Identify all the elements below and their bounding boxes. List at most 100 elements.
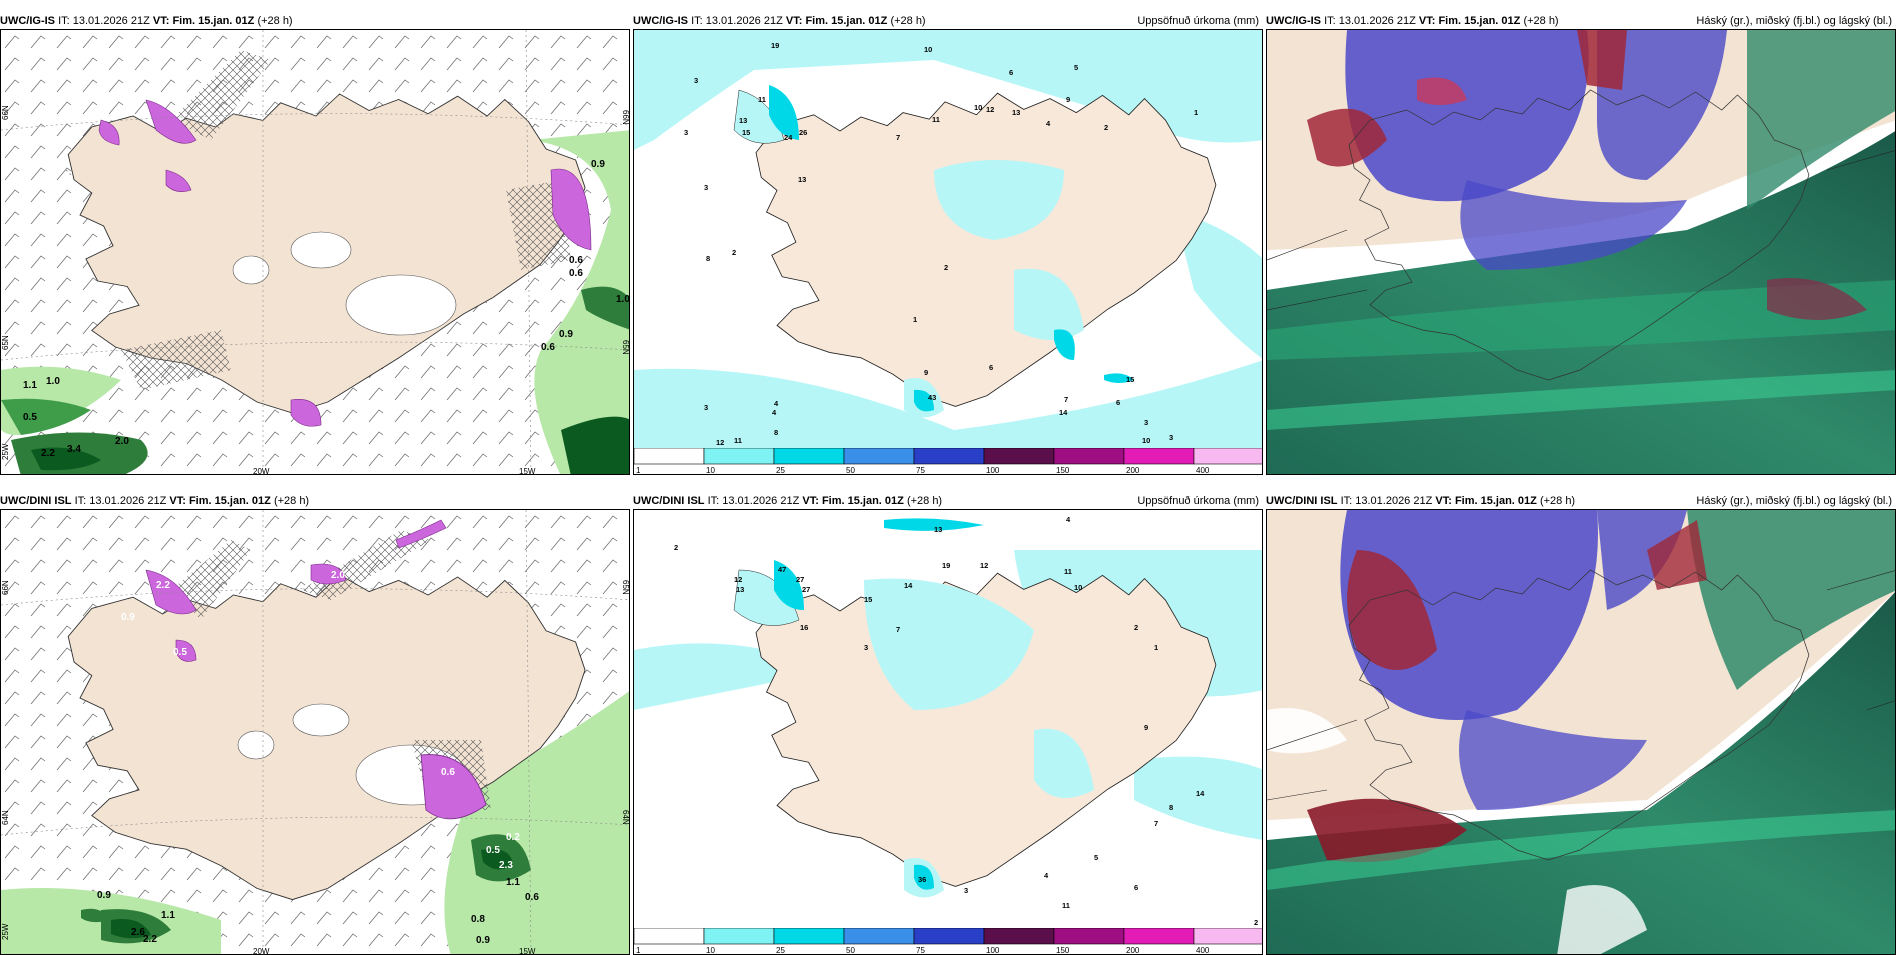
value-label: 0.9 [121, 612, 135, 623]
colorbar-segment [634, 448, 705, 465]
vt-label: VT: [802, 495, 819, 507]
vt-label: VT: [169, 495, 186, 507]
value-label: 0.2 [506, 832, 520, 843]
low-cloud-area [1577, 30, 1627, 90]
svg-text:26: 26 [799, 128, 807, 137]
low-cloud-area [1647, 520, 1707, 590]
colorbar-segment [1123, 448, 1195, 465]
colorbar-segment [1053, 928, 1125, 945]
svg-text:14: 14 [904, 581, 913, 590]
panel-bottom-middle: UWC/DINI ISL IT: 13.01.2026 21Z VT: Fim.… [633, 494, 1263, 955]
svg-text:13: 13 [934, 525, 942, 534]
low-cloud-area [1347, 550, 1437, 670]
low-cloud-area [1767, 278, 1867, 320]
mid-cloud-area [1459, 710, 1647, 810]
map-title: Háský (gr.), miðský (fj.bl.) og lágský (… [1696, 15, 1892, 27]
svg-text:3: 3 [964, 886, 968, 895]
precip-area [634, 30, 1262, 150]
colorbar-tick-label: 10 [706, 466, 715, 474]
colorbar-segment [983, 928, 1055, 945]
svg-text:16: 16 [800, 623, 808, 632]
colorbar-tick-label: 150 [1056, 466, 1070, 474]
precip-area [733, 89, 785, 144]
value-label: 2.2 [156, 580, 170, 591]
snow-area [165, 169, 192, 192]
high-cloud-band [1267, 280, 1895, 360]
map-title: Háský (gr.), miðský (fj.bl.) og lágský (… [1696, 495, 1892, 507]
svg-text:27: 27 [802, 585, 810, 594]
low-cloud-area [1417, 77, 1467, 105]
svg-text:3: 3 [704, 183, 708, 192]
value-label: 1.1 [23, 380, 37, 391]
svg-text:4: 4 [1046, 119, 1051, 128]
lon-label: 25W [1, 923, 10, 940]
panel-header: UWC/DINI ISL IT: 13.01.2026 21Z VT: Fim.… [1266, 494, 1896, 508]
lon-label: 15W [519, 947, 536, 955]
vt-value: Fim. 15.jan. 01Z [821, 495, 904, 507]
colorbar-tick-label: 50 [846, 466, 855, 474]
panel-header: UWC/DINI ISL IT: 13.01.2026 21Z VT: Fim.… [0, 494, 630, 508]
svg-text:11: 11 [734, 436, 742, 445]
snow-area [145, 569, 197, 615]
colorbar-tick-label: 1 [636, 946, 641, 954]
it-label: IT: [707, 495, 720, 507]
precip-area-heavy [914, 389, 934, 412]
precip-area-heavy [769, 85, 799, 140]
wind-area-s-dark [31, 447, 101, 471]
precip-area [1014, 268, 1084, 340]
high-cloud-band [1267, 370, 1895, 430]
colorbar-tick-label: 75 [916, 946, 925, 954]
map-area: 66N 65N 25W 20W 15W 66N 65N 0.9 0.6 0.6 … [0, 29, 630, 475]
snow-area [310, 563, 347, 585]
colorbar-tick-label: 150 [1056, 946, 1070, 954]
high-cloud-band [1267, 810, 1895, 890]
model-name: UWC/IG-IS [1266, 15, 1321, 27]
model-name: UWC/DINI ISL [0, 495, 72, 507]
value-label: 0.9 [476, 935, 490, 946]
vt-value: Fim. 15.jan. 01Z [1438, 15, 1521, 27]
map-area: 13 2 4 12 13 47 27 27 16 15 14 19 12 11 … [633, 509, 1263, 955]
lon-label: 25W [1, 443, 10, 460]
svg-text:8: 8 [706, 254, 710, 263]
model-name: UWC/IG-IS [633, 15, 688, 27]
it-label: IT: [74, 495, 87, 507]
svg-text:5: 5 [1094, 853, 1098, 862]
precip-area-heavy [1104, 373, 1134, 383]
low-cloud-area [1307, 798, 1467, 862]
value-label: 0.5 [486, 845, 500, 856]
precip-area [1034, 728, 1094, 798]
svg-text:36: 36 [918, 875, 926, 884]
svg-text:7: 7 [1154, 819, 1158, 828]
wind-area-east [444, 691, 629, 954]
snow-area [98, 119, 120, 146]
svg-text:19: 19 [771, 41, 779, 50]
value-label: 0.6 [541, 342, 555, 353]
lat-label: 64N [621, 810, 630, 825]
precip-area [934, 160, 1064, 240]
colorbar-segment [1193, 448, 1262, 465]
value-label: 2.2 [143, 934, 157, 945]
svg-text:1: 1 [1194, 108, 1198, 117]
value-label: 2.2 [41, 448, 55, 459]
colorbar-tick-label: 75 [916, 466, 925, 474]
lon-label: 20W [253, 947, 270, 955]
colorbar: 1 10 25 50 75 100 150 200 400 [634, 928, 1262, 954]
value-label: 0.6 [525, 892, 539, 903]
svg-text:12: 12 [734, 575, 742, 584]
colorbar-segment [1123, 928, 1195, 945]
svg-text:12: 12 [716, 438, 724, 447]
lat-label: 66N [1, 105, 10, 120]
svg-text:2: 2 [1104, 123, 1108, 132]
lon-label: 15W [519, 467, 536, 475]
svg-text:2: 2 [944, 263, 948, 272]
value-label: 3.4 [67, 444, 81, 455]
precip-area-heavy [1054, 329, 1075, 360]
svg-text:2: 2 [1254, 918, 1258, 927]
svg-text:43: 43 [928, 393, 936, 402]
model-name: UWC/IG-IS [0, 15, 55, 27]
colorbar-tick-label: 10 [706, 946, 715, 954]
svg-text:47: 47 [778, 565, 786, 574]
panel-top-left: UWC/IG-IS IT: 13.01.2026 21Z VT: Fim. 15… [0, 14, 630, 475]
it-label: IT: [58, 15, 70, 27]
it-value: 13.01.2026 21Z [705, 15, 783, 27]
